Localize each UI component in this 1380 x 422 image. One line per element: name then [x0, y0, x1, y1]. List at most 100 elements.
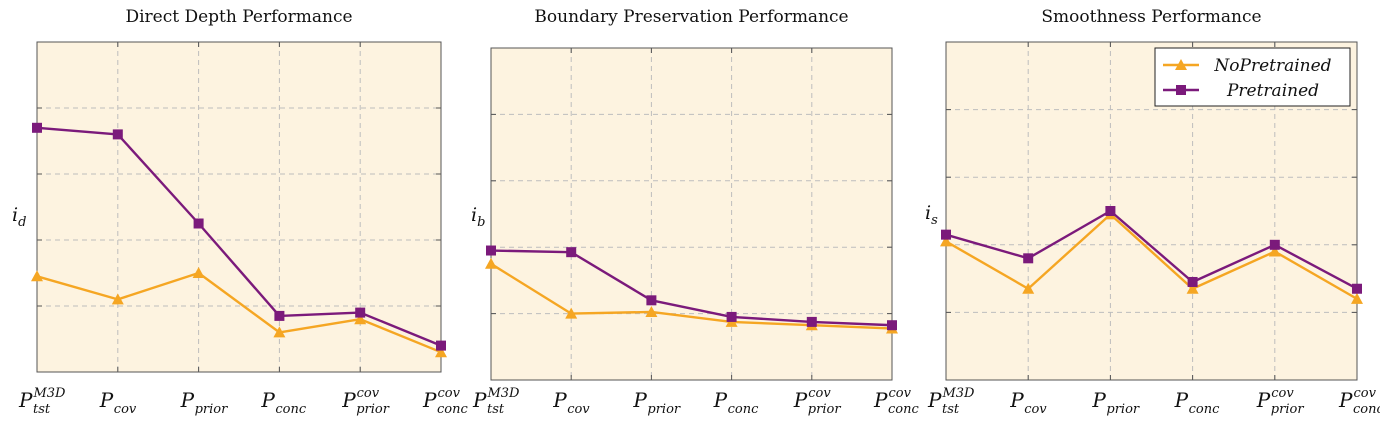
- x-tick-label-base: P: [1009, 388, 1024, 412]
- x-tick-label-sub: tst: [942, 402, 960, 417]
- y-axis-label: ib: [471, 204, 485, 230]
- plot-frame: [490, 47, 893, 381]
- data-point-nopretrained: [645, 305, 658, 317]
- x-tick-label-sub: prior: [647, 402, 681, 417]
- data-point-nopretrained: [354, 313, 367, 325]
- y-axis-label-sub: d: [18, 215, 26, 230]
- data-point-pretrained: [806, 316, 817, 327]
- x-tick-label-base: P: [713, 388, 728, 412]
- x-tick-label: P: [1009, 388, 1024, 412]
- x-tick-label-sub: prior: [1106, 402, 1140, 417]
- x-tick-label-sub: conc: [275, 402, 306, 417]
- x-tick-label-sub: tst: [33, 402, 51, 417]
- x-tick-label-sub: conc: [1189, 402, 1220, 417]
- x-tick-label-sub: conc: [888, 402, 919, 417]
- x-tick-label-base: P: [1256, 388, 1271, 412]
- x-tick-label-base: P: [927, 388, 942, 412]
- x-tick-label: PM3D: [927, 386, 975, 412]
- data-point-nopretrained: [565, 307, 578, 319]
- data-point-pretrained: [274, 310, 285, 321]
- legend-label: NoPretrained: [1213, 56, 1331, 76]
- y-axis-label-sub: s: [931, 213, 938, 228]
- data-point-pretrained: [1269, 239, 1280, 250]
- x-tick-label-sub: tst: [487, 402, 505, 417]
- x-tick-label-sup: M3D: [32, 386, 66, 401]
- x-tick-label: P: [99, 388, 114, 412]
- x-tick-label-base: P: [873, 388, 888, 412]
- y-axis-label: is: [925, 202, 938, 228]
- x-tick-label-base: P: [341, 388, 356, 412]
- x-tick-label-sup: cov: [437, 386, 460, 401]
- data-point-nopretrained: [192, 267, 205, 278]
- data-point-pretrained: [887, 320, 897, 331]
- series-line-pretrained: [945, 209, 1358, 290]
- x-tick-label: P: [1091, 388, 1106, 412]
- x-tick-label-base: P: [180, 388, 195, 412]
- data-point-pretrained: [646, 295, 657, 306]
- x-tick-label-base: P: [99, 388, 114, 412]
- data-point-nopretrained: [1268, 245, 1281, 257]
- x-tick-label-base: P: [1091, 388, 1106, 412]
- data-point-nopretrained: [273, 326, 286, 338]
- series-line-pretrained: [490, 249, 893, 327]
- x-tick-label: P: [552, 388, 567, 412]
- x-tick-label-sub: cov: [114, 402, 137, 417]
- data-point-nopretrained: [1186, 282, 1199, 294]
- x-tick-label-base: P: [1338, 388, 1353, 412]
- x-tick-label-sub: conc: [437, 402, 468, 417]
- x-tick-label-base: P: [1174, 388, 1189, 412]
- x-tick-label: P: [180, 388, 195, 412]
- data-point-nopretrained: [940, 235, 952, 247]
- x-tick-label-base: P: [260, 388, 275, 412]
- data-point-nopretrained: [31, 270, 43, 282]
- data-point-pretrained: [32, 122, 42, 133]
- x-tick-label: Pcov: [1338, 386, 1377, 412]
- data-point-nopretrained: [1351, 292, 1363, 304]
- x-tick-label: PM3D: [18, 386, 66, 412]
- legend-marker-triangle: [1175, 59, 1187, 70]
- x-tick-label-sub: prior: [195, 402, 229, 417]
- x-tick-label-sup: cov: [1271, 386, 1294, 401]
- x-tick-label: Pcov: [873, 386, 912, 412]
- data-point-pretrained: [941, 229, 951, 240]
- x-tick-label: P: [1174, 388, 1189, 412]
- data-point-nopretrained: [485, 257, 497, 269]
- legend-label: Pretrained: [1226, 81, 1319, 101]
- plot-area: [37, 42, 441, 372]
- data-point-pretrained: [566, 247, 577, 258]
- plot-frame: [36, 41, 442, 373]
- y-axis-label-main: i: [12, 204, 18, 226]
- series-line-nopretrained: [945, 213, 1358, 300]
- legend: NoPretrained Pretrained: [1154, 47, 1351, 107]
- x-tick-label-sub: conc: [1353, 402, 1380, 417]
- x-tick-label-sub: cov: [1024, 402, 1047, 417]
- legend-marker-square: [1176, 85, 1186, 95]
- chart-title: Smoothness Performance: [1041, 7, 1261, 27]
- x-tick-label-base: P: [793, 388, 808, 412]
- x-tick-label-base: P: [18, 388, 33, 412]
- x-tick-label-sup: M3D: [486, 386, 520, 401]
- data-point-pretrained: [726, 311, 737, 322]
- x-tick-label: P: [260, 388, 275, 412]
- x-tick-label-sup: cov: [357, 386, 380, 401]
- x-tick-label-sub: prior: [356, 402, 390, 417]
- x-tick-label-base: P: [472, 388, 487, 412]
- data-point-pretrained: [1105, 206, 1116, 216]
- y-axis-label-main: i: [471, 204, 477, 226]
- data-point-pretrained: [1023, 253, 1034, 264]
- x-tick-label-base: P: [552, 388, 567, 412]
- x-tick-label-sub: prior: [1271, 402, 1305, 417]
- x-tick-label-base: P: [422, 388, 437, 412]
- data-point-nopretrained: [435, 346, 447, 358]
- y-axis-label-main: i: [925, 202, 931, 224]
- x-tick-label-sub: conc: [728, 402, 759, 417]
- data-point-pretrained: [1187, 276, 1198, 287]
- x-tick-label-sup: M3D: [941, 386, 975, 401]
- x-tick-label-sup: cov: [1353, 386, 1376, 401]
- data-point-pretrained: [1352, 283, 1362, 294]
- data-point-pretrained: [355, 307, 366, 318]
